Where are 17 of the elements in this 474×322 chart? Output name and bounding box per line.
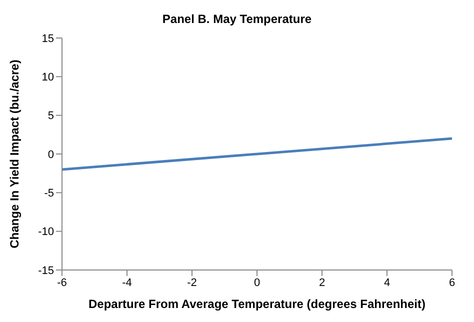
y-tick-label: -5: [44, 188, 54, 200]
x-axis-title: Departure From Average Temperature (degrees Fahrenheit): [88, 297, 426, 311]
y-tick-label: 10: [42, 72, 54, 84]
x-tick-label: 2: [318, 276, 326, 289]
y-tick-label: 5: [48, 110, 54, 122]
y-tick-label: -15: [38, 264, 54, 277]
x-tick-label: 0: [254, 276, 260, 289]
x-tick-label: -4: [122, 276, 132, 289]
y-tick-label: -10: [38, 226, 54, 238]
x-tick-label: 6: [448, 276, 456, 289]
y-tick-label: 0: [48, 148, 54, 161]
chart-title: Panel B. May Temperature: [161, 11, 313, 28]
x-tick-label: -6: [57, 276, 67, 289]
x-tick-label: 4: [384, 276, 390, 289]
x-tick-label: -2: [187, 276, 197, 289]
y-tick-label: 15: [42, 32, 54, 45]
y-axis-title: Change In Yield Impact (bu./acre): [7, 60, 22, 248]
